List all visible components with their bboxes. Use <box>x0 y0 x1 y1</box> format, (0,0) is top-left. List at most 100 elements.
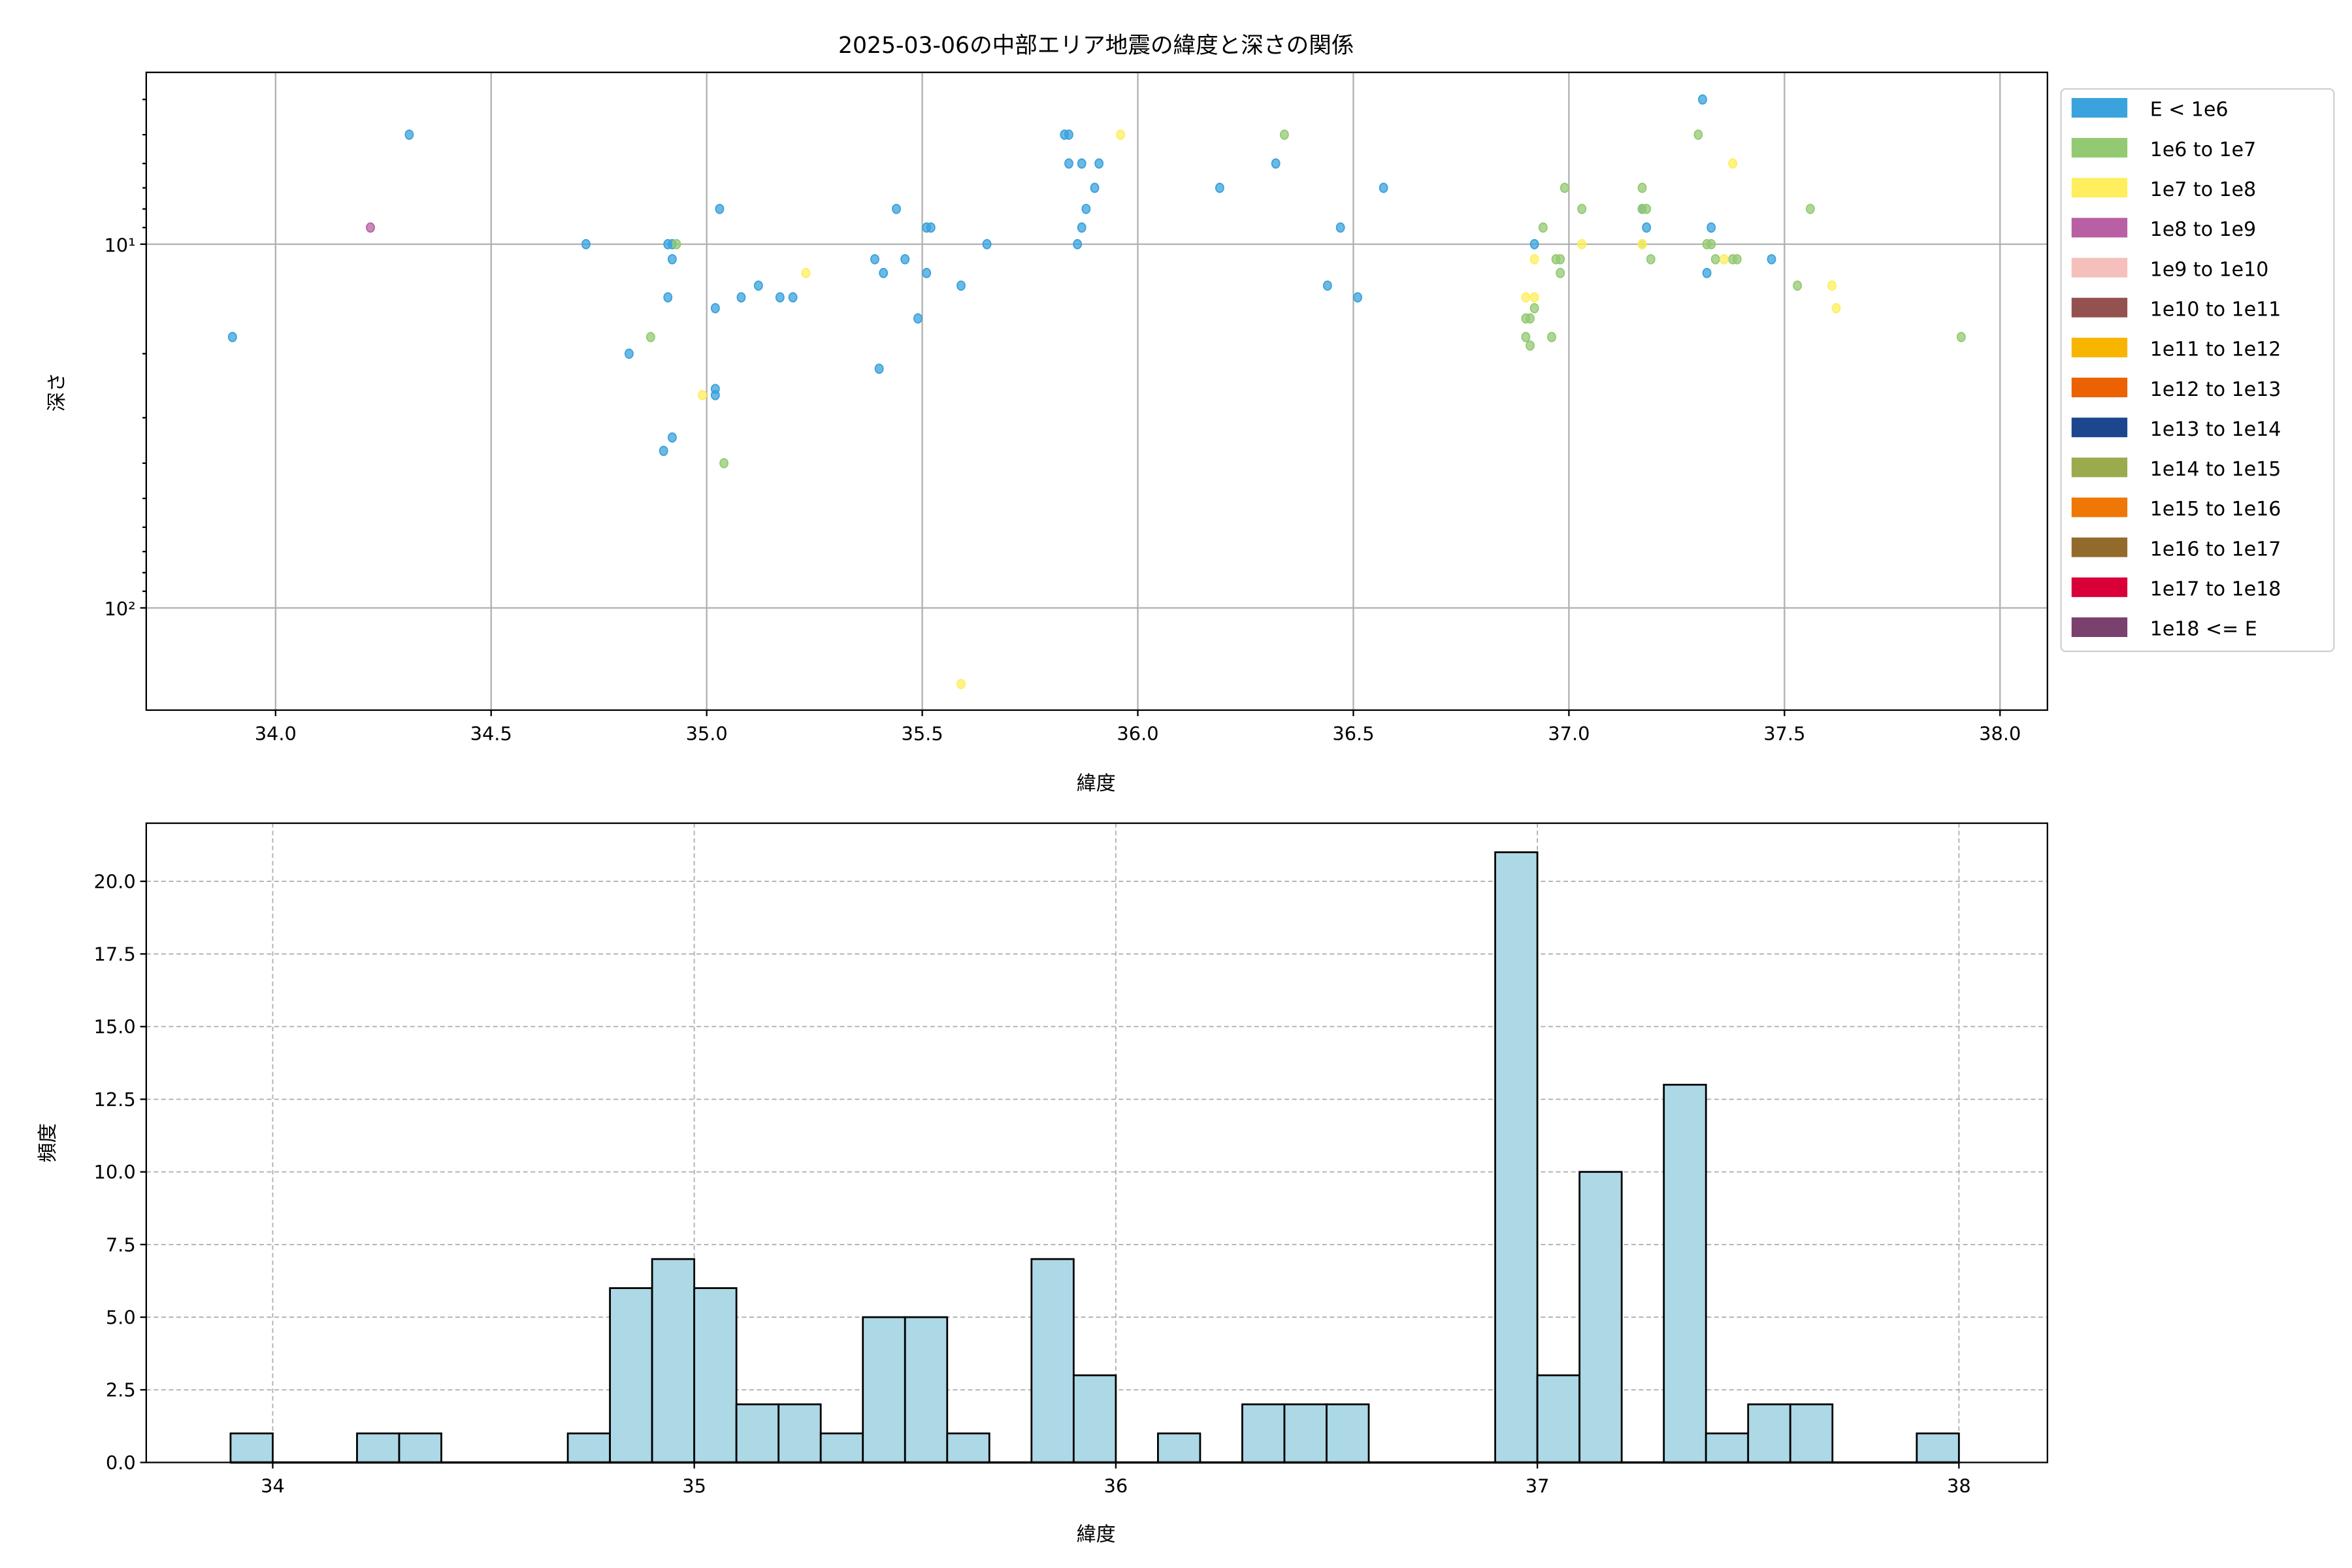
x-tick-label: 34.5 <box>470 723 512 745</box>
legend-label: 1e9 to 1e10 <box>2150 258 2269 281</box>
y-tick-label: 10² <box>104 598 135 620</box>
legend-swatch <box>2071 457 2128 478</box>
legend-label: 1e8 to 1e9 <box>2150 218 2256 241</box>
x-tick-label: 37.5 <box>1763 723 1805 745</box>
scatter-point <box>736 292 746 302</box>
scatter-point <box>1767 253 1776 265</box>
scatter-point <box>1073 238 1083 250</box>
scatter-point <box>1353 292 1362 302</box>
legend-swatch <box>2071 337 2128 357</box>
histogram-plot: 0.0 2.5 5.0 7.5 10.0 12.5 15.0 17.5 20.0 34 35 36 37… <box>93 822 2048 1497</box>
scatter-point <box>1720 253 1729 265</box>
scatter-point <box>1538 222 1548 233</box>
scatter-point <box>1732 253 1742 265</box>
scatter-point <box>719 458 728 468</box>
histogram-bar <box>1157 1432 1201 1463</box>
scatter-point <box>1279 129 1289 140</box>
histogram-bar <box>1241 1403 1286 1463</box>
scatter-point <box>1702 267 1712 278</box>
scatter-point <box>892 203 901 214</box>
scatter-point <box>710 302 720 314</box>
scatter-point <box>1529 302 1539 314</box>
scatter-point <box>956 679 966 689</box>
scatter-point <box>698 389 707 400</box>
legend-swatch <box>2071 378 2128 398</box>
histogram-bar <box>904 1316 949 1463</box>
scatter-point <box>1077 222 1086 233</box>
scatter-point <box>1521 313 1531 324</box>
scatter-point <box>1637 238 1647 250</box>
scatter-point <box>1707 238 1716 250</box>
histogram-bar <box>398 1432 442 1463</box>
scatter-point <box>1707 222 1716 233</box>
y-tick-label: 20.0 <box>93 870 135 892</box>
histogram-bar <box>1705 1432 1750 1463</box>
scatter-point <box>788 292 798 302</box>
histogram-bar <box>1283 1403 1328 1463</box>
scatter-point <box>1793 280 1803 291</box>
legend-swatch <box>2071 537 2128 557</box>
scatter-point <box>1090 182 1100 193</box>
x-tick-label: 35 <box>682 1475 706 1497</box>
histogram-bar <box>566 1432 611 1463</box>
legend-swatch <box>2071 257 2128 278</box>
scatter-point <box>1646 253 1656 265</box>
histogram-bar <box>1536 1374 1581 1463</box>
histogram-bar <box>1916 1432 1960 1463</box>
scatter-x-label: 緯度 <box>1077 772 1116 795</box>
legend-swatch <box>2071 138 2128 158</box>
scatter-point <box>663 292 673 302</box>
y-tick-label: 7.5 <box>106 1233 136 1256</box>
histogram-bar <box>609 1287 653 1463</box>
legend-label: 1e16 to 1e17 <box>2150 538 2281 561</box>
legend-swatch <box>2071 218 2128 238</box>
scatter-plot: 34.0 34.5 35.0 35.5 36.0 36.5 37.0 37.5 38.0 10¹ 1… <box>104 71 2048 745</box>
y-tick-label: 5.0 <box>106 1306 136 1328</box>
legend: E < 1e6 1e6 to 1e7 1e7 to 1e8 1e8 to 1e9 1e9… <box>2060 88 2335 653</box>
y-tick-label: 2.5 <box>106 1379 136 1401</box>
scatter-point <box>1642 222 1652 233</box>
legend-swatch <box>2071 178 2128 198</box>
scatter-point <box>1827 280 1837 291</box>
legend-label: 1e15 to 1e16 <box>2150 498 2281 521</box>
scatter-point <box>715 203 725 214</box>
scatter-point <box>227 332 237 342</box>
scatter-y-label: 深さ <box>46 372 69 412</box>
legend-swatch <box>2071 297 2128 318</box>
histogram-axes-frame <box>145 822 2048 1463</box>
scatter-point <box>581 238 591 250</box>
scatter-point <box>1642 203 1652 214</box>
histogram-bar <box>1789 1403 1834 1463</box>
histogram-y-label: 頻度 <box>37 1123 59 1162</box>
scatter-point <box>874 363 884 374</box>
scatter-point <box>404 129 414 140</box>
scatter-point <box>1805 203 1815 214</box>
legend-swatch <box>2071 577 2128 597</box>
y-tick-label: 0.0 <box>106 1452 136 1474</box>
histogram-bar <box>1747 1403 1791 1463</box>
scatter-point <box>1379 182 1388 193</box>
histogram-bar <box>1326 1403 1370 1463</box>
scatter-point <box>956 280 966 291</box>
scatter-point <box>1077 158 1086 169</box>
histogram-bar <box>651 1258 696 1463</box>
scatter-point <box>1081 203 1091 214</box>
scatter-point <box>659 446 668 456</box>
histogram-bar <box>1578 1171 1623 1463</box>
scatter-point <box>1577 203 1587 214</box>
histogram-bar <box>1030 1258 1075 1463</box>
scatter-axes-frame <box>145 71 2048 711</box>
scatter-point <box>366 222 375 233</box>
y-tick-label: 17.5 <box>93 943 135 966</box>
scatter-point <box>710 389 720 400</box>
histogram-bar <box>229 1432 274 1463</box>
histogram-bar <box>1494 851 1539 1463</box>
x-tick-label: 38 <box>1947 1475 1971 1497</box>
scatter-point <box>1521 332 1531 342</box>
scatter-point <box>801 267 811 278</box>
legend-label: 1e17 to 1e18 <box>2150 578 2281 601</box>
x-tick-label: 36.0 <box>1117 723 1158 745</box>
x-tick-label: 35.0 <box>686 723 728 745</box>
x-tick-label: 36 <box>1104 1475 1128 1497</box>
scatter-point <box>1094 158 1104 169</box>
